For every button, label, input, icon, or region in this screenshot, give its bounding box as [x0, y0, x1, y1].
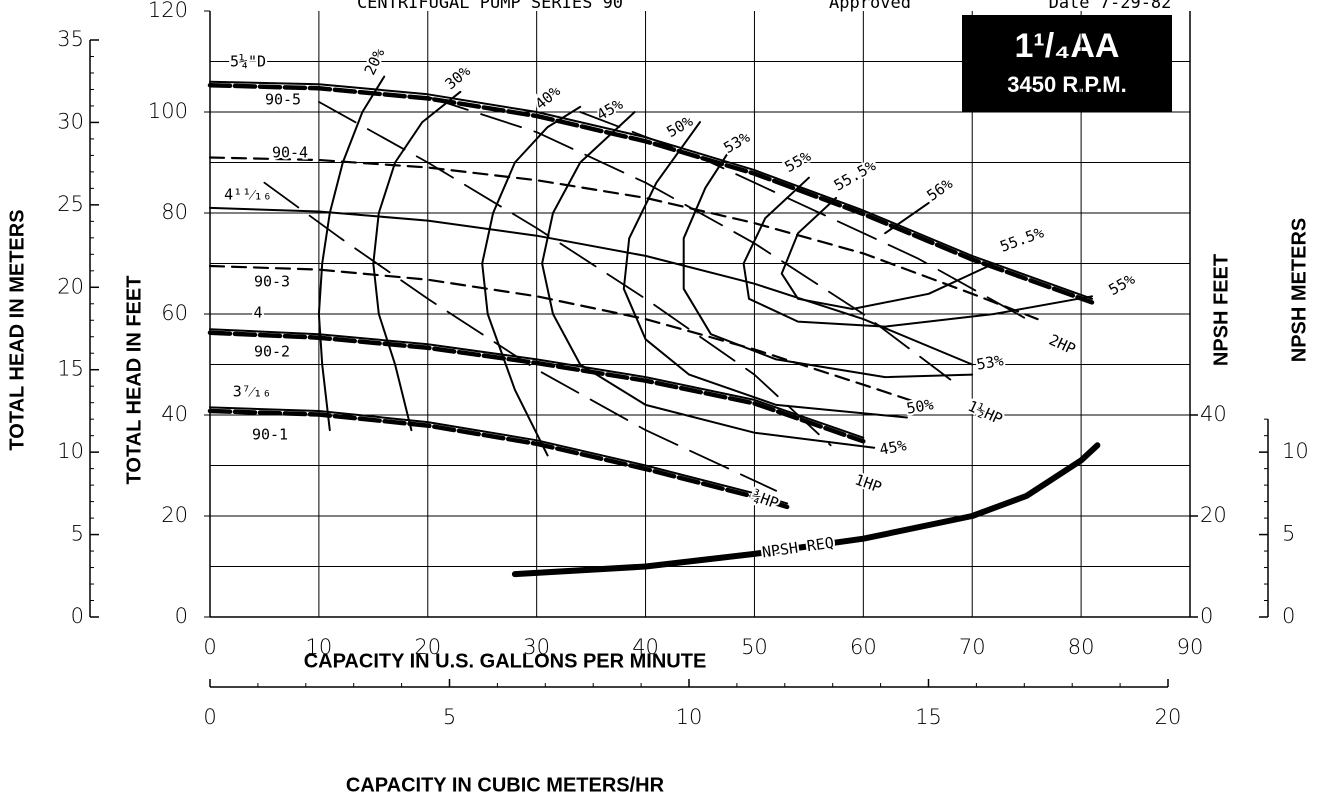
curve-label: 3⁷⁄₁₆: [233, 383, 272, 401]
curve-label: 53%: [721, 128, 753, 157]
x-tick-label: 30: [523, 635, 550, 659]
curve-label: 5¼"D: [230, 53, 266, 71]
curve: [318, 101, 832, 447]
curve: [622, 121, 908, 419]
npsh-feet-axis-title: NPSH FEET: [1210, 254, 1232, 366]
curve-label: 90-3: [254, 273, 290, 291]
curve-label: 90-4: [272, 144, 308, 162]
y-tick-label: 120: [148, 0, 188, 22]
curve: [207, 82, 1095, 305]
y-tick-label: 40: [161, 402, 188, 426]
y-tick-label: 20: [161, 503, 188, 527]
curve: [426, 96, 952, 381]
curve: [372, 90, 462, 432]
curve-label: 45%: [878, 436, 908, 458]
curve: [481, 105, 582, 457]
y-meters-tick-label: 10: [57, 439, 84, 463]
x2-tick-label: 10: [676, 705, 703, 729]
curve: [884, 201, 930, 235]
curve-label: 90-5: [265, 91, 301, 109]
x-tick-label: 50: [741, 635, 768, 659]
curve: [208, 264, 941, 411]
curve: [209, 206, 974, 366]
y-meters-axis-title: TOTAL HEAD IN METERS: [6, 209, 28, 450]
x-tick-label: 20: [414, 635, 441, 659]
x2-axis-title: CAPACITY IN CUBIC METERS/HR: [346, 774, 665, 796]
curve-label: 4: [253, 304, 262, 322]
curve-label: 1HP: [852, 470, 884, 496]
npsh-feet-tick-label: 0: [1200, 604, 1213, 628]
curve-label: 55%: [1106, 270, 1138, 299]
curve: [579, 111, 1028, 320]
chart-title: CENTRIFUGAL PUMP SERIES 90: [357, 0, 623, 13]
curve-label: 4¹¹⁄₁₆: [224, 186, 272, 204]
y-axis-title: TOTAL HEAD IN FEET: [123, 276, 145, 485]
curve-label: 50%: [905, 395, 935, 417]
y-meters-tick-label: 15: [57, 357, 84, 381]
x2-tick-label: 5: [443, 705, 456, 729]
npsh-meters-axis-title: NPSH METERS: [1288, 218, 1310, 362]
curve: [742, 176, 1093, 328]
curve-label: 50%: [664, 112, 696, 141]
badge-model: 1¹/₄AA: [1015, 27, 1120, 65]
curve: [207, 330, 866, 444]
npsh-meters-tick-label: 10: [1282, 439, 1309, 463]
approval: Approved: [829, 0, 911, 13]
curve-label: 30%: [442, 62, 474, 93]
x-tick-label: 10: [306, 635, 333, 659]
curve-label: 55%: [782, 147, 814, 176]
curve-label: 2HP: [1046, 331, 1078, 359]
y-tick-label: 0: [175, 604, 188, 628]
y-meters-tick-label: 30: [57, 109, 84, 133]
curve: [263, 181, 778, 492]
x-tick-label: 0: [203, 635, 216, 659]
curve: [208, 156, 1039, 321]
date: Date 7-29-82: [1049, 0, 1172, 13]
curve: [317, 75, 386, 432]
curve-label: 55.5%: [998, 223, 1047, 255]
curve-label: 56%: [923, 174, 956, 204]
y-meters-tick-label: 25: [57, 192, 84, 216]
curve: [682, 136, 974, 379]
y-tick-label: 60: [161, 301, 188, 325]
x-tick-label: 90: [1177, 635, 1204, 659]
y-meters-tick-label: 0: [71, 604, 84, 628]
curve: [541, 111, 876, 449]
badge-speed: 3450 R.P.M.: [1007, 72, 1126, 97]
x-tick-label: 80: [1068, 635, 1095, 659]
x-tick-label: 70: [959, 635, 986, 659]
y-tick-label: 100: [148, 99, 188, 123]
x2-tick-label: 20: [1155, 705, 1182, 729]
curve-label: NPSH REQ: [761, 534, 835, 562]
npsh-feet-tick-label: 20: [1200, 503, 1227, 527]
x-axis-title: CAPACITY IN U.S. GALLONS PER MINUTE: [304, 650, 707, 672]
badge: [962, 15, 1172, 112]
npsh-meters-tick-label: 5: [1282, 522, 1295, 546]
y-meters-tick-label: 5: [71, 522, 84, 546]
curve-label: 53%: [975, 351, 1005, 373]
curve-label: 20%: [361, 46, 389, 78]
x2-tick-label: 0: [203, 705, 216, 729]
y-tick-label: 80: [161, 200, 188, 224]
y-meters-tick-label: 35: [57, 27, 84, 51]
x2-tick-label: 15: [915, 705, 942, 729]
curve: [780, 196, 995, 310]
npsh-feet-tick-label: 40: [1200, 402, 1227, 426]
curve-label: 90-1: [252, 426, 288, 444]
curve: [511, 442, 1101, 578]
curve-label: 90-2: [254, 343, 290, 361]
curve: [207, 408, 790, 510]
npsh-meters-tick-label: 0: [1282, 604, 1295, 628]
x-tick-label: 40: [632, 635, 659, 659]
curve: [209, 328, 865, 439]
curve: [209, 406, 789, 505]
x-tick-label: 60: [850, 635, 877, 659]
curve-label: 1½HP: [965, 397, 1005, 429]
y-meters-tick-label: 20: [57, 274, 84, 298]
